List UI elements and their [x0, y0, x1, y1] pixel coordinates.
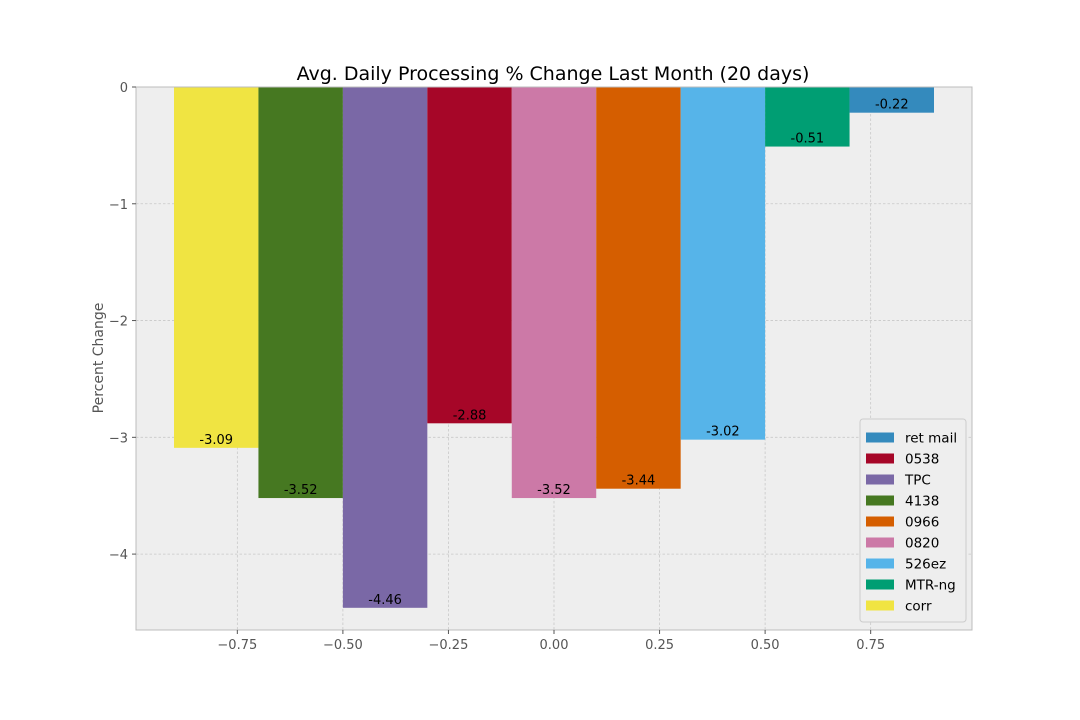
legend-swatch [866, 600, 894, 611]
x-tick-label: −0.50 [323, 638, 363, 653]
legend-swatch [866, 558, 894, 569]
legend: ret mail 0538 TPC 4138 0966 0820 526ez MTR-ng co… [859, 418, 967, 623]
bar-value-label: -3.52 [537, 483, 571, 498]
x-tick-label: −0.75 [217, 638, 257, 653]
legend-entry: 526ez [905, 557, 946, 573]
legend-swatch [866, 516, 894, 527]
legend-swatch [866, 432, 894, 443]
y-tick-label: −2 [109, 315, 128, 330]
y-tick-label: −3 [109, 431, 128, 446]
x-tick-label: 0.00 [540, 638, 569, 653]
bar-value-label: -0.22 [875, 98, 909, 113]
legend-entry: corr [905, 599, 932, 615]
x-tick-label: 0.50 [751, 638, 780, 653]
bar-corr [174, 87, 259, 448]
bar-labels: -3.09 -3.52 -4.46 -2.88 -3.52 -3.44 -3.02 -0.51… [199, 98, 908, 608]
bar-value-label: -3.44 [622, 474, 656, 489]
x-tick-label: 0.25 [645, 638, 674, 653]
bar-tpc [342, 87, 428, 608]
legend-entry: 0538 [905, 452, 939, 468]
bar-value-label: -0.51 [791, 132, 825, 147]
bars [174, 87, 934, 608]
x-tick-label: −0.25 [429, 638, 469, 653]
bar-0820 [511, 87, 597, 499]
bar-value-label: -2.88 [453, 408, 487, 423]
legend-swatch [866, 495, 894, 506]
legend-swatch [866, 579, 894, 590]
legend-entry: MTR-ng [905, 578, 956, 594]
y-axis-label: Percent Change [91, 303, 107, 414]
bar-value-label: -3.02 [706, 425, 740, 440]
chart-title: Avg. Daily Processing % Change Last Mont… [297, 63, 810, 85]
y-axis-ticks: 0 −1 −2 −3 −4 [109, 81, 136, 563]
bar-0966 [596, 87, 681, 489]
legend-entry: 0966 [905, 515, 939, 531]
x-tick-label: 0.75 [856, 638, 885, 653]
y-tick-label: −4 [109, 548, 128, 563]
bar-value-label: -4.46 [368, 593, 402, 608]
legend-entry: 4138 [905, 494, 939, 510]
legend-swatch [866, 474, 894, 485]
bar-mtr-ng [765, 87, 850, 147]
legend-swatch [866, 537, 894, 548]
y-tick-label: −1 [109, 198, 128, 213]
bar-value-label: -3.52 [284, 483, 318, 498]
bar-4138 [258, 87, 343, 499]
legend-frame [859, 418, 967, 623]
x-axis-ticks: −0.75 −0.50 −0.25 0.00 0.25 0.50 0.75 [217, 630, 885, 653]
legend-swatch [866, 453, 894, 464]
legend-entry: ret mail [905, 431, 957, 447]
legend-entry: 0820 [905, 536, 939, 552]
bar-ret-mail [849, 87, 934, 113]
y-tick-label: 0 [120, 81, 128, 96]
legend-entry: TPC [904, 473, 931, 489]
bar-value-label: -3.09 [199, 433, 233, 448]
bar-526ez [680, 87, 766, 440]
bar-0538 [427, 87, 512, 424]
